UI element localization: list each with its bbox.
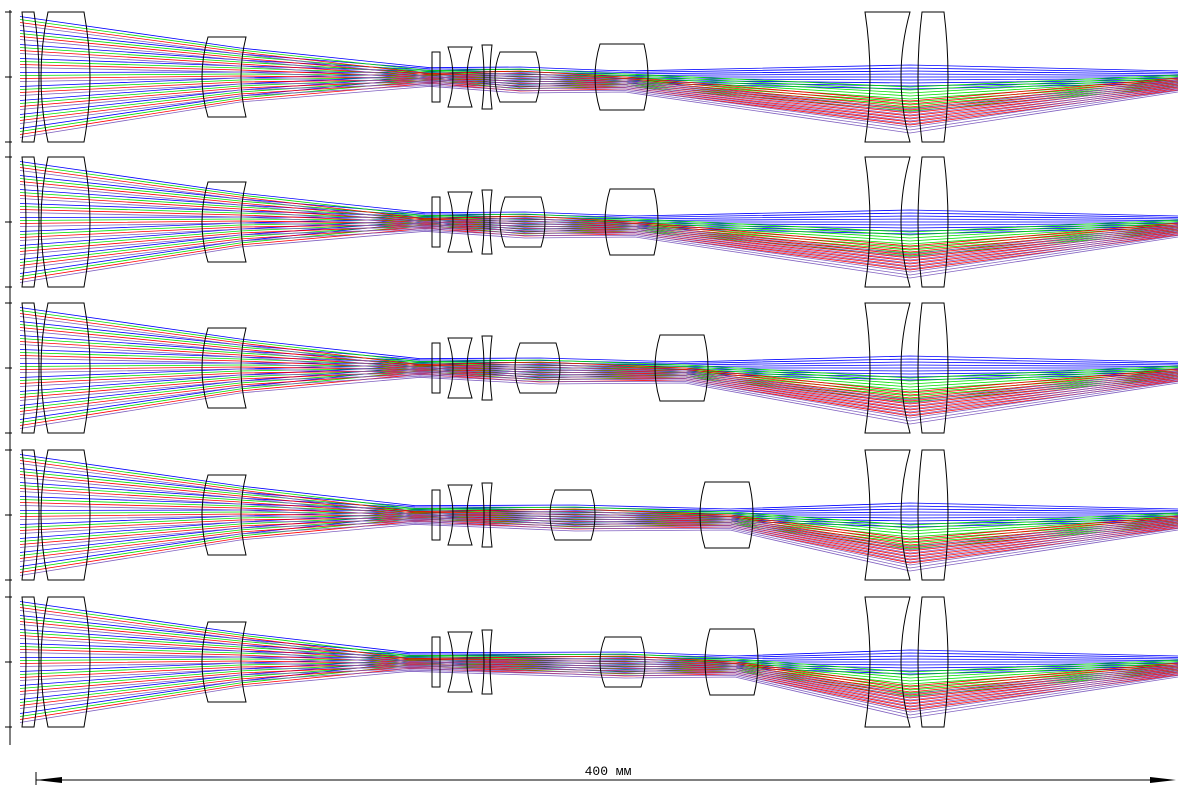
ray bbox=[20, 478, 1178, 551]
rays bbox=[20, 17, 1178, 723]
arrow-right bbox=[1150, 777, 1176, 783]
ray bbox=[20, 461, 1178, 540]
ray bbox=[20, 608, 1178, 687]
optical-layout: 400 мм bbox=[0, 0, 1178, 785]
scale-label: 400 мм bbox=[585, 764, 632, 779]
scale-bar: 400 мм bbox=[36, 764, 1176, 785]
ray bbox=[20, 168, 1178, 247]
ray bbox=[20, 314, 1178, 393]
page: 400 мм (() => { const data = JSON.parse(… bbox=[0, 0, 1178, 785]
arrow-left bbox=[36, 777, 62, 783]
ray bbox=[20, 625, 1178, 698]
